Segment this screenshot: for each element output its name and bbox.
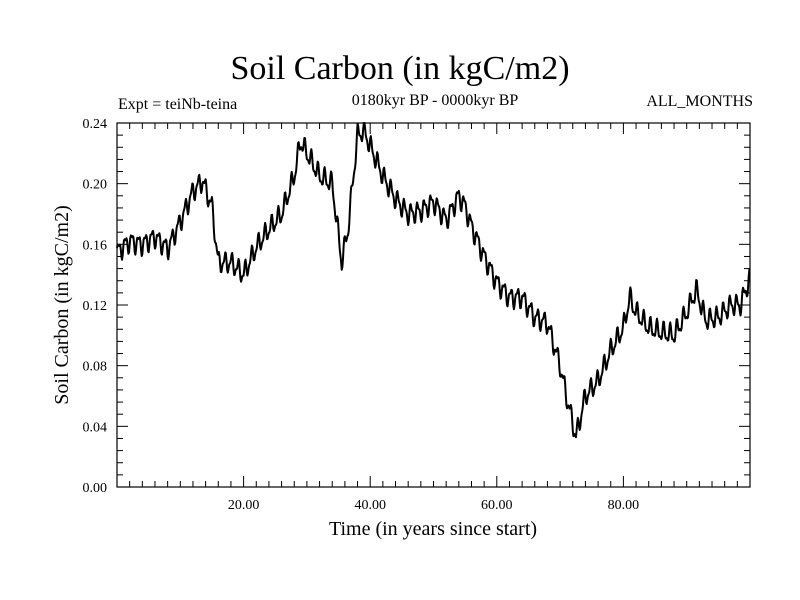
axis-tick-labels: 20.00 40.00 60.00 80.00 0.00 0.04 0.08 0.12 0.16… xyxy=(83,117,640,513)
axis-ticks xyxy=(117,123,750,487)
y-tick-label: 0.12 xyxy=(83,299,108,314)
chart-title: Soil Carbon (in kgC/m2) xyxy=(230,50,570,87)
y-tick-label: 0.20 xyxy=(83,178,108,193)
chart-subtitle: 0180kyr BP - 0000kyr BP xyxy=(351,92,519,109)
x-tick-label: 80.00 xyxy=(608,498,640,513)
y-tick-label: 0.08 xyxy=(83,360,108,375)
x-tick-label: 40.00 xyxy=(354,498,386,513)
y-tick-label: 0.24 xyxy=(83,117,108,132)
y-tick-label: 0.00 xyxy=(83,481,108,496)
months-label: ALL_MONTHS xyxy=(646,93,753,110)
experiment-label: Expt = teiNb-teina xyxy=(118,96,238,113)
x-axis-label: Time (in years since start) xyxy=(329,518,537,540)
y-axis-label: Soil Carbon (in kgC/m2) xyxy=(51,205,73,404)
x-tick-label: 20.00 xyxy=(228,498,260,513)
y-tick-label: 0.04 xyxy=(83,420,108,435)
series-line-soil-carbon xyxy=(116,122,751,439)
y-tick-label: 0.16 xyxy=(83,238,108,253)
x-tick-label: 60.00 xyxy=(481,498,513,513)
plot-frame xyxy=(116,122,751,488)
